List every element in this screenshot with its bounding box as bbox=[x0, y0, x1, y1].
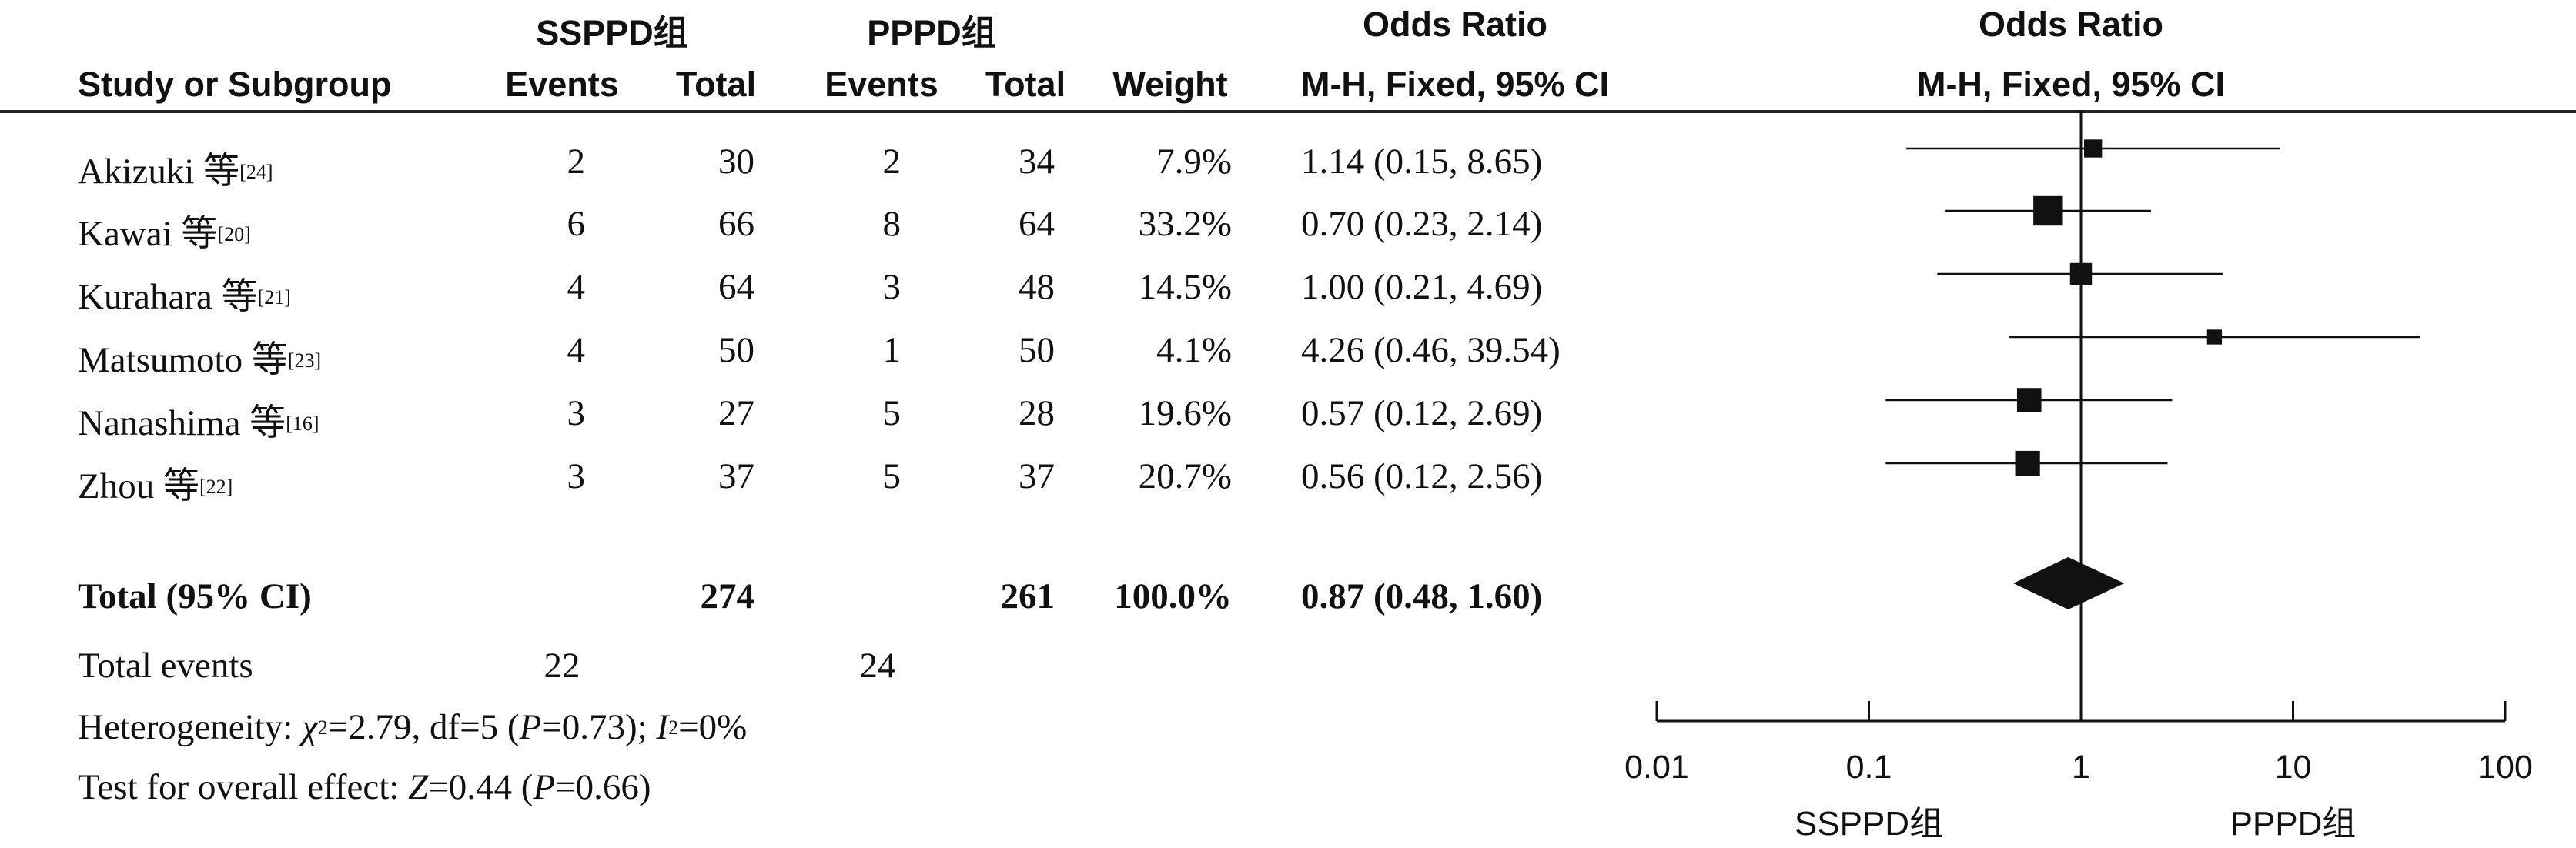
weight-header: Weight bbox=[1112, 65, 1228, 104]
x-tick-label: 0.01 bbox=[1624, 749, 1689, 786]
total-right-cell: 34 bbox=[1019, 142, 1055, 182]
total-left-cell: 64 bbox=[718, 267, 754, 307]
x-tick-label: 0.1 bbox=[1846, 749, 1892, 786]
effect-square bbox=[2069, 262, 2093, 285]
study-ref: [24] bbox=[239, 161, 273, 183]
effect-square bbox=[2084, 139, 2103, 158]
or-column-title: Odds Ratio bbox=[1362, 5, 1547, 44]
events-right-cell: 8 bbox=[882, 204, 902, 244]
plot-title: Odds Ratio bbox=[1978, 5, 2163, 44]
events-right-header: Events bbox=[825, 65, 938, 104]
pooled-diamond bbox=[2013, 557, 2125, 609]
events-right-cell: 2 bbox=[882, 142, 902, 182]
total-left-cell: 27 bbox=[718, 393, 754, 433]
total-weight: 100.0% bbox=[1114, 576, 1232, 616]
total-events-right: 24 bbox=[859, 646, 896, 686]
total-left-cell: 37 bbox=[718, 456, 754, 496]
study-name: Nanashima 等[16] bbox=[78, 403, 319, 443]
total-events-label: Total events bbox=[78, 646, 253, 686]
effect-square bbox=[2016, 388, 2042, 412]
total-right-cell: 50 bbox=[1019, 330, 1055, 370]
or-ci-cell: 0.70 (0.23, 2.14) bbox=[1301, 204, 1543, 244]
total-right-cell: 37 bbox=[1019, 456, 1055, 496]
study-column-header: Study or Subgroup bbox=[78, 65, 392, 104]
plot-method-header: M-H, Fixed, 95% CI bbox=[1916, 65, 2226, 104]
total-left-header: Total bbox=[675, 65, 757, 104]
weight-cell: 20.7% bbox=[1138, 456, 1232, 496]
total-right-value: 261 bbox=[1000, 576, 1055, 616]
overall-effect-line: Test for overall effect: Z=0.44 (P=0.66) bbox=[78, 767, 651, 807]
group-right-header: PPPD组 bbox=[867, 13, 996, 52]
or-ci-cell: 1.14 (0.15, 8.65) bbox=[1301, 142, 1543, 182]
weight-cell: 7.9% bbox=[1156, 142, 1232, 182]
study-ref: [20] bbox=[217, 223, 251, 245]
events-left-cell: 6 bbox=[567, 204, 586, 244]
events-right-cell: 1 bbox=[882, 330, 902, 370]
events-left-cell: 4 bbox=[567, 267, 586, 307]
total-right-cell: 28 bbox=[1019, 393, 1055, 433]
study-name: Kawai 等[20] bbox=[78, 214, 251, 254]
total-left-cell: 66 bbox=[718, 204, 754, 244]
study-name: Akizuki 等[24] bbox=[78, 152, 273, 192]
or-method-header: M-H, Fixed, 95% CI bbox=[1300, 65, 1610, 104]
effect-square bbox=[2015, 450, 2040, 476]
or-ci-cell: 0.57 (0.12, 2.69) bbox=[1301, 393, 1543, 433]
study-name: Matsumoto 等[23] bbox=[78, 340, 322, 380]
study-name: Zhou 等[22] bbox=[78, 466, 233, 506]
total-right-header: Total bbox=[985, 65, 1066, 104]
pooled-or-ci: 0.87 (0.48, 1.60) bbox=[1301, 576, 1543, 616]
weight-cell: 4.1% bbox=[1156, 330, 1232, 370]
study-name: Kurahara 等[21] bbox=[78, 277, 291, 317]
effect-square bbox=[2206, 329, 2223, 345]
weight-cell: 14.5% bbox=[1138, 267, 1232, 307]
study-ref: [22] bbox=[199, 476, 233, 498]
events-right-cell: 3 bbox=[882, 267, 902, 307]
events-right-cell: 5 bbox=[882, 456, 902, 496]
effect-square bbox=[2033, 195, 2063, 226]
events-right-cell: 5 bbox=[882, 393, 902, 433]
weight-cell: 19.6% bbox=[1138, 393, 1232, 433]
or-ci-cell: 0.56 (0.12, 2.56) bbox=[1301, 456, 1543, 496]
study-ref: [21] bbox=[257, 286, 291, 309]
total-events-left: 22 bbox=[544, 646, 580, 686]
total-left-value: 274 bbox=[700, 576, 755, 616]
header-divider bbox=[0, 110, 2576, 113]
events-left-header: Events bbox=[505, 65, 619, 104]
events-left-cell: 3 bbox=[567, 393, 586, 433]
study-ref: [23] bbox=[287, 349, 322, 372]
favours-left-label: SSPPD组 bbox=[1795, 805, 1943, 843]
total-right-cell: 64 bbox=[1019, 204, 1055, 244]
events-left-cell: 4 bbox=[567, 330, 586, 370]
heterogeneity-line: Heterogeneity: χ2=2.79, df=5 (P=0.73); I… bbox=[78, 707, 748, 747]
events-left-cell: 2 bbox=[567, 142, 586, 182]
total-row-label: Total (95% CI) bbox=[78, 576, 312, 616]
or-ci-cell: 1.00 (0.21, 4.69) bbox=[1301, 267, 1543, 307]
favours-right-label: PPPD组 bbox=[2230, 805, 2357, 843]
total-left-cell: 50 bbox=[718, 330, 754, 370]
or-ci-cell: 4.26 (0.46, 39.54) bbox=[1301, 330, 1561, 370]
study-ref: [16] bbox=[286, 412, 319, 435]
x-tick-label: 1 bbox=[2072, 749, 2090, 786]
events-left-cell: 3 bbox=[567, 456, 586, 496]
total-left-cell: 30 bbox=[718, 142, 754, 182]
group-left-header: SSPPD组 bbox=[536, 13, 688, 52]
x-tick-label: 10 bbox=[2275, 749, 2312, 786]
weight-cell: 33.2% bbox=[1138, 204, 1232, 244]
total-right-cell: 48 bbox=[1019, 267, 1055, 307]
x-tick-label: 100 bbox=[2477, 749, 2533, 786]
